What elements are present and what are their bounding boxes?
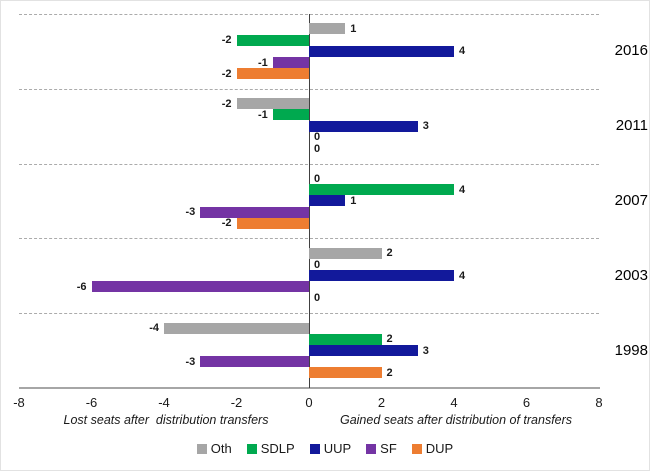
bar-value-label: 3 [422, 120, 429, 133]
x-tick-label: 8 [595, 395, 603, 410]
bar-value-label: -1 [257, 108, 268, 121]
bar-value-label: 2 [386, 333, 393, 346]
bar-value-label: 0 [314, 172, 321, 185]
bar-UUP-2007 [309, 195, 346, 207]
legend-item-SDLP: SDLP [246, 441, 295, 456]
bar-Oth-1998 [164, 322, 309, 334]
bar-SF-2007 [200, 206, 309, 218]
bar-Oth-2016 [309, 23, 346, 35]
legend-item-Oth: Oth [196, 441, 232, 456]
bar-value-label: -2 [221, 34, 232, 47]
legend-swatch-DUP [411, 443, 422, 454]
bar-SDLP-1998 [309, 333, 382, 345]
bar-value-label: -6 [76, 280, 87, 293]
x-tick-label: 6 [522, 395, 531, 410]
x-tick-label: 2 [377, 395, 386, 410]
bar-Oth-2003 [309, 247, 382, 259]
x-tick-label: 4 [450, 395, 458, 410]
bar-SF-2016 [272, 57, 309, 68]
bar-SDLP-2011 [272, 109, 309, 121]
bar-DUP-2016 [236, 68, 309, 80]
legend-item-SF: SF [366, 441, 397, 456]
bar-DUP-2007 [236, 217, 309, 229]
legend-swatch-SDLP [246, 443, 257, 454]
legend-swatch-UUP [309, 443, 320, 454]
x-tick-label: 0 [305, 395, 313, 410]
bar-value-label: -1 [257, 56, 268, 69]
x-tick-label: -6 [85, 395, 98, 410]
bar-value-label: -4 [149, 322, 159, 335]
x-tick-label: -8 [13, 395, 25, 410]
legend-swatch-SF [366, 443, 377, 454]
bar-value-label: -3 [185, 355, 196, 368]
legend-swatch-Oth [196, 443, 207, 454]
x-axis-label-gained: Gained seats after distribution of trans… [339, 413, 573, 427]
legend-label-SDLP: SDLP [260, 441, 295, 456]
bar-UUP-2016 [309, 45, 454, 57]
bar-value-label: -2 [221, 67, 232, 80]
bar-SDLP-2016 [236, 34, 309, 46]
year-label-2016: 2016 [614, 42, 648, 60]
bar-value-label: -2 [221, 97, 232, 110]
bar-value-label: 2 [386, 247, 393, 260]
year-label-1998: 1998 [614, 341, 648, 359]
legend-label-Oth: Oth [210, 441, 232, 456]
bar-value-label: -2 [221, 217, 232, 230]
year-label-2011: 2011 [615, 117, 648, 135]
bar-UUP-2003 [309, 270, 454, 282]
x-tick-label: -4 [158, 395, 170, 410]
bar-value-label: 4 [459, 269, 466, 282]
bar-DUP-1998 [309, 367, 382, 379]
x-tick-label: -2 [230, 395, 243, 410]
legend-label-UUP: UUP [323, 441, 352, 456]
bar-value-label: 0 [314, 258, 321, 271]
legend-item-UUP: UUP [309, 441, 352, 456]
bar-value-label: 0 [314, 142, 321, 155]
bar-value-label: 2 [386, 366, 393, 379]
bar-value-label: 0 [314, 131, 321, 144]
bar-SDLP-2007 [309, 184, 454, 196]
bar-value-label: 4 [459, 183, 466, 196]
bar-value-label: -3 [185, 206, 196, 219]
legend-label-SF: SF [380, 441, 397, 456]
legend-label-DUP: DUP [425, 441, 454, 456]
bar-Oth-2011 [236, 98, 309, 110]
bar-value-label: 1 [350, 194, 357, 207]
legend-item-DUP: DUP [411, 441, 454, 456]
bar-value-label: 1 [350, 22, 357, 35]
bar-value-label: 4 [459, 45, 466, 58]
year-label-2007: 2007 [614, 192, 648, 209]
bar-SF-1998 [200, 356, 309, 368]
bar-value-label: 3 [422, 344, 429, 357]
x-axis-label-lost: Lost seats after distribution transfers [63, 413, 269, 427]
year-label-2003: 2003 [614, 266, 648, 284]
x-axis-line [19, 387, 600, 389]
bar-SF-2003 [91, 281, 309, 293]
bar-value-label: 0 [314, 292, 321, 305]
bar-UUP-1998 [309, 345, 418, 356]
legend: Oth SDLP UUP SF DUP [1, 441, 649, 456]
bar-UUP-2011 [309, 120, 418, 132]
